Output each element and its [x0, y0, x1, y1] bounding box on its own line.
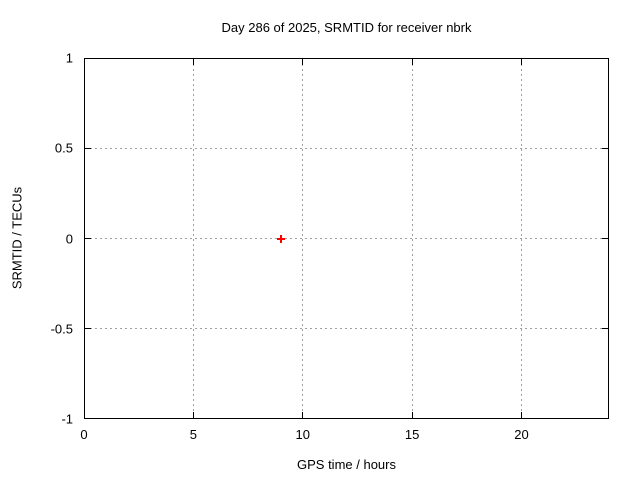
y-tick-right [602, 328, 608, 330]
x-tick-label: 20 [514, 427, 529, 442]
x-tick-top [302, 59, 304, 65]
x-tick-bottom [192, 412, 194, 418]
x-tick-label: 15 [404, 427, 420, 442]
x-tick-label: 10 [295, 427, 310, 442]
x-tick-label: 5 [189, 427, 197, 442]
gridline-horizontal [85, 147, 608, 149]
gridline-horizontal [85, 238, 608, 239]
y-tick-label: 1 [65, 50, 73, 66]
plot-area [84, 58, 609, 419]
y-tick-label: -0.5 [50, 321, 73, 337]
y-tick-left [85, 238, 91, 239]
y-tick-label: 0 [65, 231, 73, 246]
x-tick-bottom [521, 412, 522, 418]
x-tick-top [521, 59, 522, 65]
x-tick-bottom [411, 412, 413, 418]
x-tick-bottom [302, 412, 304, 418]
x-axis-label: GPS time / hours [297, 457, 396, 472]
y-axis-label: SRMTID / TECUs [9, 186, 25, 290]
x-tick-top [192, 59, 194, 65]
chart-title: Day 286 of 2025, SRMTID for receiver nbr… [221, 20, 472, 35]
marker-vertical-bar [279, 234, 282, 243]
gridline-horizontal [85, 328, 608, 330]
y-tick-right [602, 147, 608, 149]
y-tick-label: 0.5 [54, 140, 73, 156]
x-tick-label: 0 [80, 427, 88, 442]
y-tick-left [85, 328, 91, 330]
x-tick-top [411, 59, 413, 65]
y-tick-label: -1 [61, 411, 73, 427]
y-tick-left [85, 147, 91, 149]
y-tick-right [602, 238, 608, 239]
data-point-plus-marker [276, 234, 285, 243]
